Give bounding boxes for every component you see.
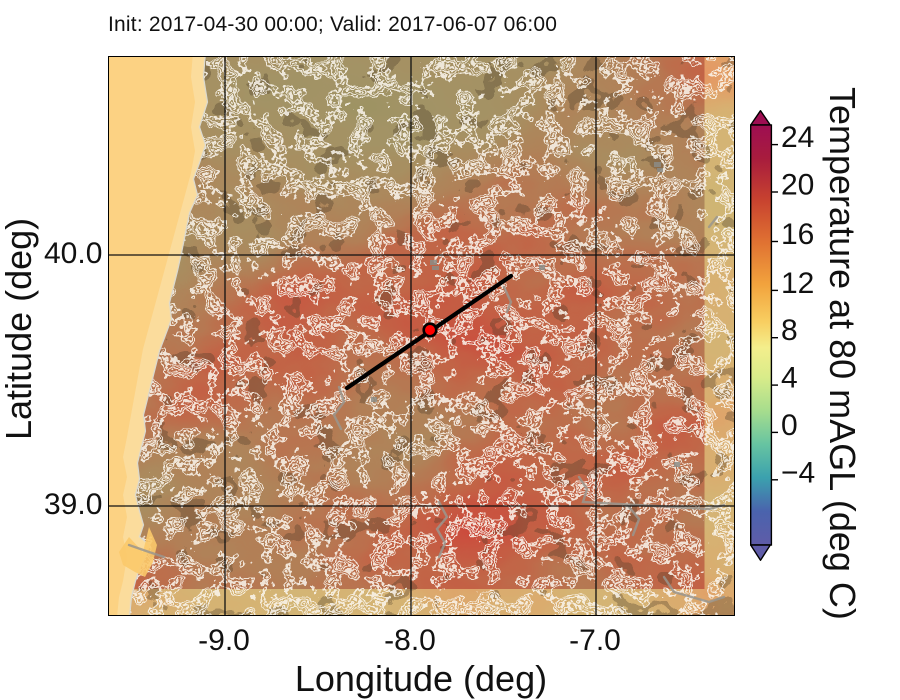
svg-text:12: 12 — [781, 267, 814, 300]
svg-text:4: 4 — [781, 362, 798, 395]
svg-text:−4: −4 — [781, 456, 815, 489]
svg-text:20: 20 — [781, 169, 814, 202]
svg-text:24: 24 — [781, 121, 814, 154]
svg-text:16: 16 — [781, 218, 814, 251]
svg-text:0: 0 — [781, 409, 798, 442]
svg-text:8: 8 — [781, 314, 798, 347]
